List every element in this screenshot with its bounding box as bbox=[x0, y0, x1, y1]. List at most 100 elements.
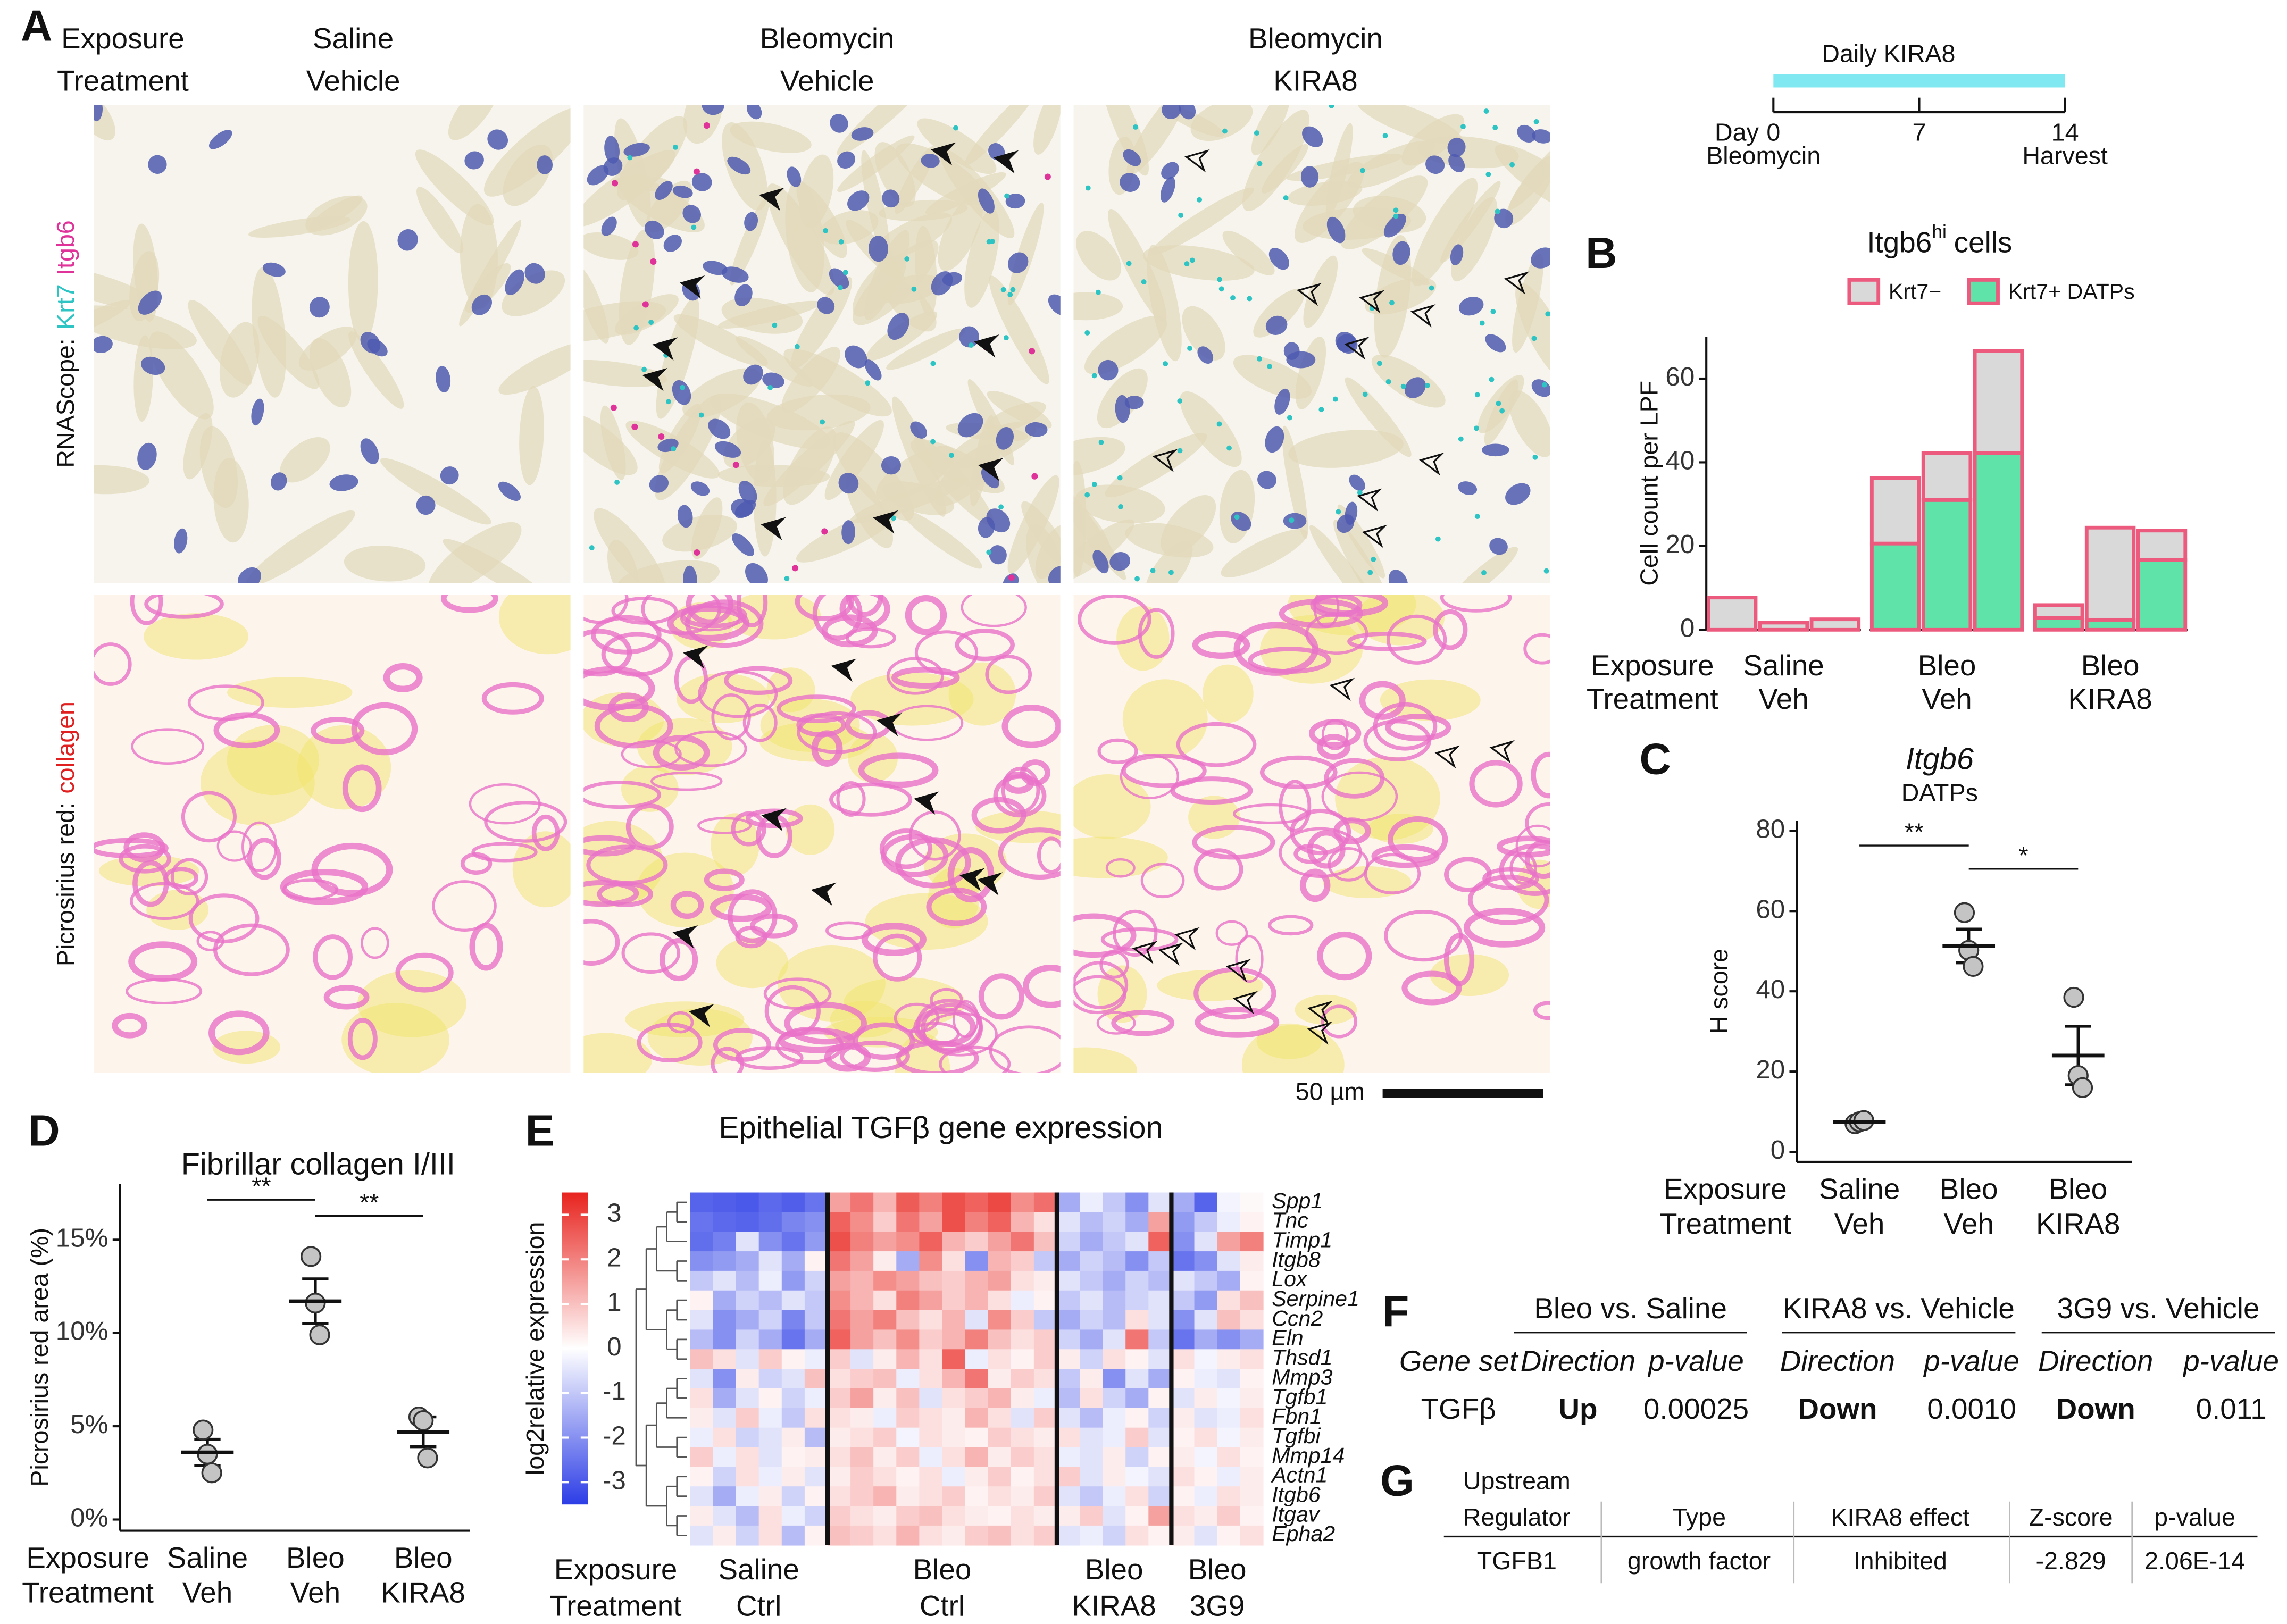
krt7-dot bbox=[1495, 208, 1500, 214]
krt7-dot bbox=[986, 549, 992, 555]
heatmap-cell bbox=[873, 1427, 897, 1448]
collagen-fiber bbox=[659, 937, 698, 982]
heatmap-cell bbox=[1080, 1349, 1103, 1369]
yellow-stain bbox=[146, 890, 209, 930]
heatmap-cell bbox=[988, 1329, 1012, 1350]
krt7-dot bbox=[671, 446, 677, 451]
krt7-dot bbox=[969, 342, 974, 348]
collagen-fiber bbox=[742, 703, 778, 742]
krt7-dot bbox=[948, 453, 954, 458]
heatmap-cell bbox=[713, 1447, 737, 1468]
krt7-dot bbox=[1257, 161, 1263, 166]
heatmap-cell bbox=[1148, 1506, 1172, 1526]
collagen-fiber bbox=[1467, 874, 1549, 925]
heatmap-cell bbox=[1056, 1525, 1080, 1546]
heatmap-cell bbox=[713, 1525, 737, 1546]
krt7-dot bbox=[772, 322, 778, 328]
heatmap-cell bbox=[713, 1251, 737, 1271]
heatmap-cell bbox=[736, 1427, 759, 1448]
nucleus bbox=[881, 456, 901, 475]
collagen-fiber bbox=[313, 934, 353, 980]
yellow-stain bbox=[583, 1033, 653, 1073]
krt7-dot bbox=[842, 270, 848, 275]
heatmap-cell bbox=[1171, 1212, 1195, 1233]
heatmap-cell bbox=[1171, 1251, 1195, 1271]
nucleus bbox=[1481, 443, 1509, 457]
collagen-fiber bbox=[471, 842, 538, 863]
bar-segment bbox=[1758, 621, 1809, 632]
colorbar-tick-label: 3 bbox=[607, 1198, 621, 1227]
heatmap-cell bbox=[1240, 1329, 1264, 1350]
tissue bbox=[1161, 495, 1216, 555]
timeline-bar-label: Daily KIRA8 bbox=[1822, 39, 1955, 67]
heatmap-cell bbox=[873, 1290, 897, 1311]
heatmap-cell bbox=[1033, 1192, 1057, 1213]
micrograph bbox=[94, 595, 571, 1073]
collagen-fiber bbox=[704, 868, 745, 891]
nucleus bbox=[986, 508, 1011, 533]
nucleus bbox=[817, 297, 835, 314]
krt7-dot bbox=[1490, 308, 1496, 314]
collagen-fiber bbox=[895, 837, 971, 889]
heatmap-cell bbox=[850, 1232, 874, 1252]
collagen-fiber bbox=[1073, 975, 1126, 1015]
itgb6-dot bbox=[650, 258, 657, 265]
heatmap-cell bbox=[896, 1447, 920, 1468]
nucleus bbox=[1005, 194, 1025, 209]
column-header: p-value bbox=[1923, 1344, 2019, 1377]
heatmap-cell bbox=[1194, 1192, 1218, 1213]
nucleus bbox=[868, 236, 888, 262]
krt7-dot bbox=[1283, 195, 1289, 201]
heatmap-cell bbox=[919, 1388, 943, 1409]
heatmap-cell bbox=[736, 1349, 759, 1369]
collagen-fiber bbox=[1111, 1010, 1175, 1036]
gene-label: Itgb8 bbox=[1272, 1247, 1321, 1271]
krt7-dot bbox=[1084, 330, 1090, 336]
heatmap-cell bbox=[965, 1388, 989, 1409]
panel-label: E bbox=[525, 1107, 555, 1156]
tissue bbox=[600, 405, 626, 480]
legend-label: Krt7+ DATPs bbox=[2008, 279, 2135, 304]
tissue bbox=[183, 413, 213, 480]
heatmap-cell bbox=[896, 1486, 920, 1506]
tissue bbox=[460, 204, 498, 309]
nucleus bbox=[587, 165, 609, 186]
nucleus bbox=[1120, 173, 1140, 192]
panel-label: F bbox=[1382, 1288, 1409, 1336]
heatmap-cell bbox=[1148, 1270, 1172, 1291]
tissue bbox=[1182, 306, 1225, 361]
tissue bbox=[1288, 430, 1404, 468]
heatmap-cell bbox=[1217, 1486, 1241, 1506]
bar-segment bbox=[1921, 451, 1973, 502]
heatmap-cell bbox=[919, 1329, 943, 1350]
krt7-dot bbox=[1257, 356, 1262, 362]
heatmap-cell bbox=[965, 1447, 989, 1468]
nucleus bbox=[329, 474, 358, 491]
heatmap-cell bbox=[1194, 1290, 1218, 1311]
tissue bbox=[1075, 484, 1165, 524]
heatmap-cell bbox=[942, 1192, 966, 1213]
heatmap-cell bbox=[713, 1329, 737, 1350]
heatmap-cell bbox=[1148, 1310, 1172, 1330]
itgb6-dot bbox=[703, 122, 710, 129]
collagen-fiber bbox=[213, 923, 290, 976]
collagen-fiber bbox=[170, 858, 208, 896]
nucleus bbox=[655, 181, 673, 200]
tissue bbox=[1007, 202, 1044, 306]
column-header: Vehicle bbox=[780, 64, 874, 97]
heatmap-cell bbox=[1125, 1232, 1149, 1252]
krt7-dot bbox=[1150, 568, 1156, 573]
heatmap-cell bbox=[690, 1525, 714, 1546]
collagen-fiber bbox=[621, 740, 682, 768]
heatmap-cell bbox=[988, 1290, 1012, 1311]
heatmap-cell bbox=[988, 1232, 1012, 1252]
arrowhead bbox=[689, 1004, 714, 1027]
heatmap-cell bbox=[1103, 1310, 1126, 1330]
nucleus bbox=[1425, 155, 1445, 174]
gene-label: Spp1 bbox=[1272, 1188, 1323, 1213]
tissue bbox=[1509, 390, 1550, 457]
micrograph bbox=[1073, 595, 1550, 1073]
heatmap-cell bbox=[942, 1349, 966, 1369]
tissue bbox=[964, 105, 1038, 165]
heatmap-cell bbox=[942, 1270, 966, 1291]
